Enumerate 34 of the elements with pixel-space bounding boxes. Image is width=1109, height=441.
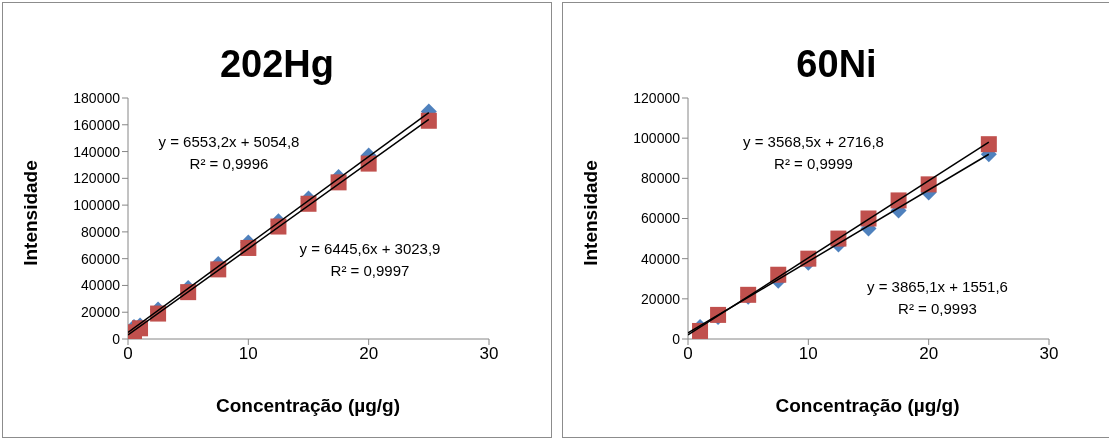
y-tick-label: 100000 (73, 197, 121, 214)
x-axis-title: Concentração (µg/g) (774, 395, 961, 417)
y-tick-label: 60000 (81, 250, 121, 267)
y-tick-label: 80000 (640, 170, 680, 187)
x-tick-label: 30 (1039, 344, 1058, 364)
y-tick-label: 80000 (81, 223, 121, 240)
y-tick-label: 0 (671, 330, 680, 347)
x-tick-label: 20 (359, 344, 379, 364)
y-tick-label: 40000 (81, 277, 121, 294)
annotation: y = 6445,6x + 3023,9 R² = 0,9997 (298, 239, 442, 281)
y-tick-label: 20000 (640, 290, 680, 307)
y-tick-label: 120000 (73, 170, 121, 187)
annotation: y = 3865,1x + 1551,6 R² = 0,9993 (866, 277, 1009, 319)
y-tick-label: 20000 (81, 304, 121, 321)
x-axis-title: Concentração (µg/g) (214, 395, 402, 417)
annotation: y = 3568,5x + 2716,8 R² = 0,9999 (742, 132, 885, 174)
annotation: y = 6553,2x + 5054,8 R² = 0,9996 (158, 133, 300, 172)
chart-title: 202Hg (218, 43, 336, 86)
x-tick-label: 30 (479, 344, 499, 364)
x-tick-label: 10 (238, 344, 258, 364)
y-tick-label: 160000 (73, 116, 121, 133)
x-tick-label: 0 (682, 344, 693, 364)
y-tick-label: 140000 (73, 143, 121, 160)
y-axis-title: Intensidade (20, 160, 42, 266)
y-tick-label: 180000 (73, 89, 121, 106)
x-tick-label: 10 (798, 344, 818, 364)
y-tick-label: 40000 (640, 250, 680, 267)
y-tick-label: 0 (112, 330, 121, 347)
y-tick-label: 120000 (632, 89, 680, 106)
y-tick-label: 60000 (640, 210, 680, 227)
x-tick-label: 20 (918, 344, 938, 364)
chart-title: 60Ni (795, 43, 878, 86)
y-axis-title: Intensidade (579, 160, 602, 266)
y-tick-label: 100000 (632, 130, 680, 147)
